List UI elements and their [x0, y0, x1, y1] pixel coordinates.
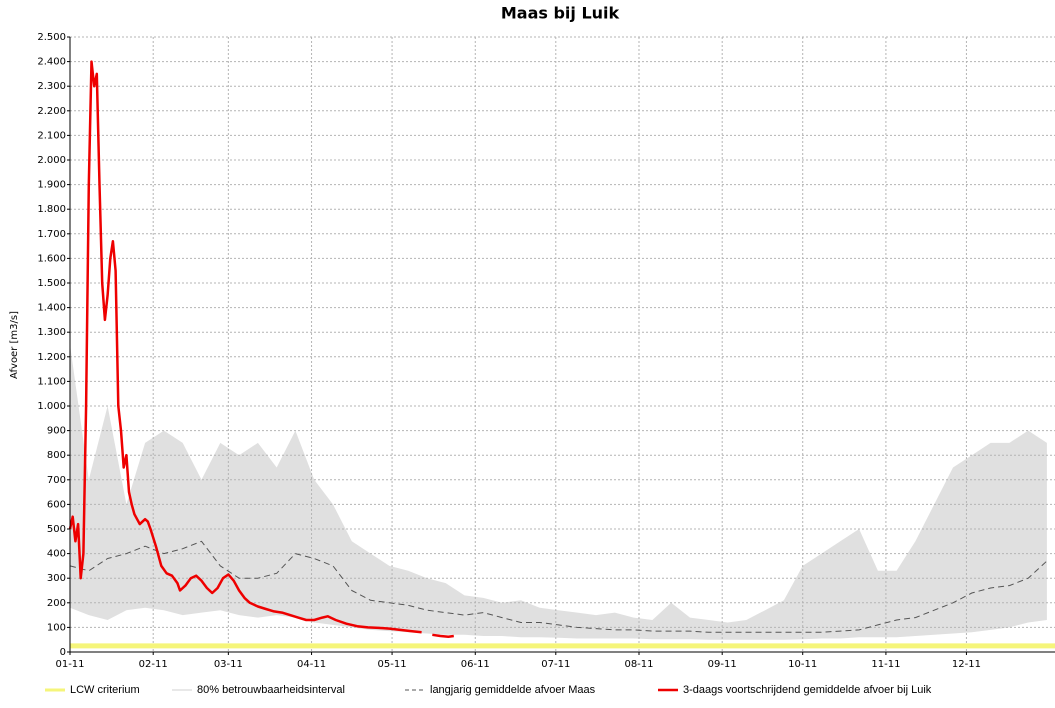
legend-label: 3-daags voortschrijdend gemiddelde afvoe…: [683, 684, 932, 696]
x-tick-label: 08-11: [624, 659, 653, 670]
x-tick-label: 01-11: [55, 659, 84, 670]
x-tick-label: 11-11: [871, 659, 900, 670]
x-tick-label: 05-11: [378, 659, 407, 670]
series-line: [68, 60, 454, 638]
y-tick-label: 2.100: [37, 130, 66, 141]
y-tick-label: 1.300: [37, 327, 66, 338]
x-tick-label: 09-11: [708, 659, 737, 670]
y-tick-label: 100: [47, 622, 66, 633]
x-tick-label: 04-11: [297, 659, 326, 670]
y-tick-label: 2.400: [37, 57, 66, 68]
grid-layer: [69, 36, 1055, 653]
x-tick-label: 03-11: [214, 659, 243, 670]
y-tick-label: 200: [47, 598, 66, 609]
y-tick-label: 2.200: [37, 106, 66, 117]
y-tick-label: 0: [60, 647, 66, 658]
y-tick-label: 900: [47, 426, 66, 437]
legend-label: LCW criterium: [70, 684, 140, 696]
y-tick-label: 2.500: [37, 32, 66, 43]
y-tick-label: 1.700: [37, 229, 66, 240]
confidence-band: [70, 344, 1047, 640]
x-tick-label: 10-11: [788, 659, 817, 670]
y-tick-label: 800: [47, 450, 66, 461]
chart-title: Maas bij Luik: [501, 4, 620, 23]
y-tick-label: 1.800: [37, 204, 66, 215]
x-tick-label: 12-11: [952, 659, 981, 670]
x-tick-label: 06-11: [461, 659, 490, 670]
legend-label: 80% betrouwbaarheidsinterval: [197, 684, 345, 696]
y-tick-label: 2.300: [37, 81, 66, 92]
y-axis-label: Afvoer [m3/s]: [9, 311, 20, 379]
series-line: [69, 540, 1048, 633]
x-tick-label: 02-11: [139, 659, 168, 670]
y-tick-label: 1.400: [37, 303, 66, 314]
y-tick-label: 400: [47, 549, 66, 560]
y-tick-label: 1.600: [37, 253, 66, 264]
x-tick-label: 07-11: [541, 659, 570, 670]
y-tick-label: 700: [47, 475, 66, 486]
legend-label: langjarig gemiddelde afvoer Maas: [430, 684, 596, 696]
y-tick-label: 2.000: [37, 155, 66, 166]
y-tick-label: 1.200: [37, 352, 66, 363]
y-tick-label: 1.500: [37, 278, 66, 289]
y-tick-label: 1.100: [37, 376, 66, 387]
band-layer: [70, 344, 1047, 640]
line-layer: [68, 60, 1055, 649]
y-tick-label: 500: [47, 524, 66, 535]
y-tick-label: 1.000: [37, 401, 66, 412]
y-tick-label: 300: [47, 573, 66, 584]
y-tick-label: 600: [47, 499, 66, 510]
y-tick-label: 1.900: [37, 180, 66, 191]
